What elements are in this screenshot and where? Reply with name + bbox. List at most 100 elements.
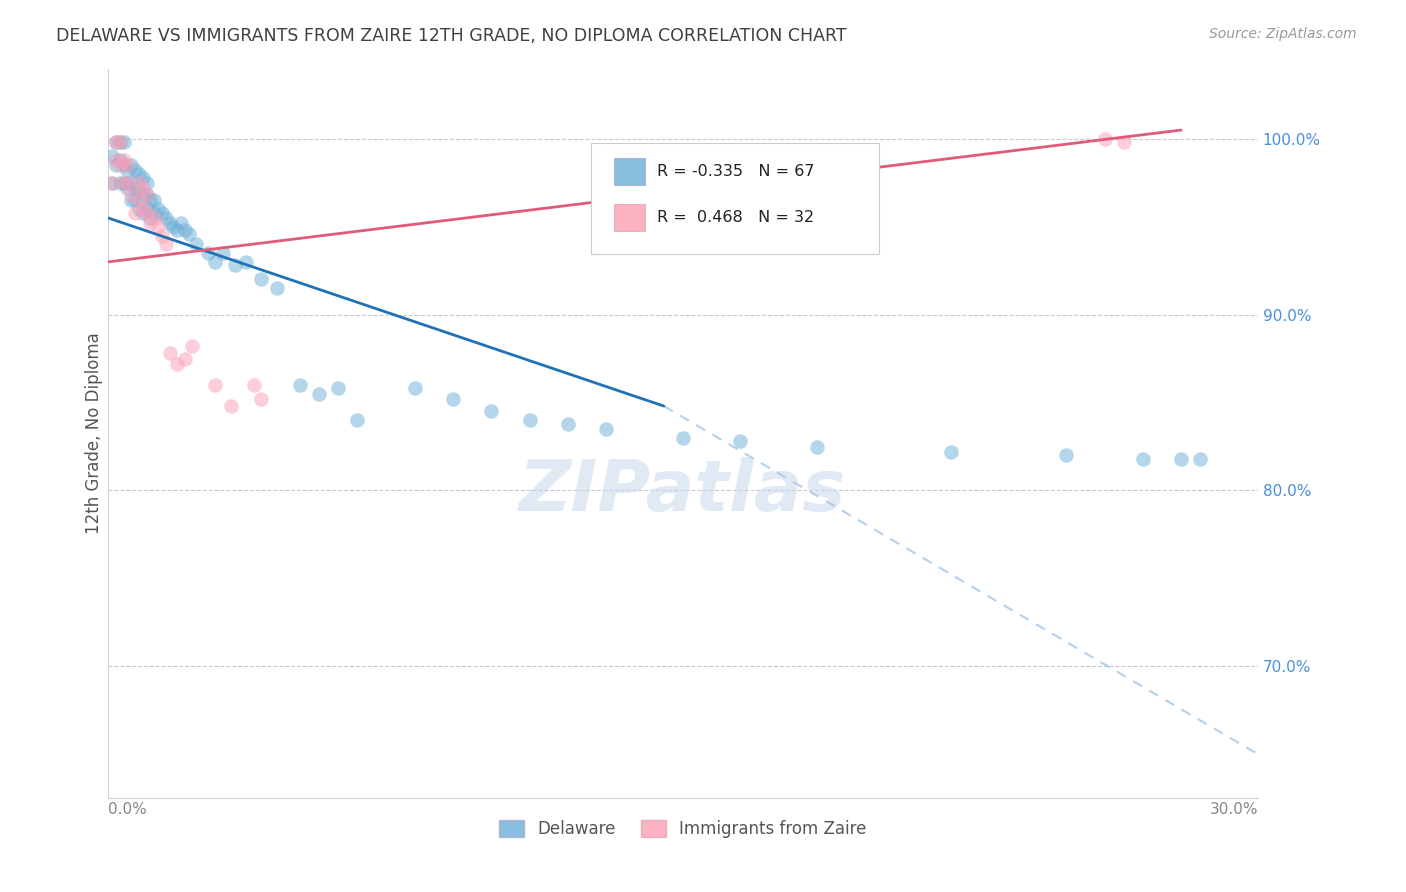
Point [308, 386, 330, 401]
Point [173, 351, 195, 366]
Point [101, 176, 124, 190]
Point [131, 181, 153, 195]
Point [177, 227, 200, 241]
Text: ZIPatlas: ZIPatlas [519, 458, 846, 526]
Point [557, 417, 579, 431]
Point [112, 153, 135, 167]
Point [730, 434, 752, 449]
Point [104, 158, 127, 172]
Text: R =  0.468   N = 32: R = 0.468 N = 32 [657, 211, 814, 225]
Point [1170, 451, 1192, 466]
Point [139, 216, 162, 230]
Point [135, 188, 157, 202]
Point [166, 357, 188, 371]
Text: 30.0%: 30.0% [1209, 802, 1258, 817]
Point [155, 237, 177, 252]
Point [159, 346, 181, 360]
Point [204, 255, 226, 269]
Point [146, 202, 169, 216]
Point [1094, 132, 1116, 146]
Point [131, 202, 153, 216]
Point [162, 219, 184, 234]
Point [108, 158, 131, 172]
Point [131, 188, 153, 202]
Point [112, 158, 135, 172]
Point [941, 444, 963, 458]
Text: R = -0.335   N = 67: R = -0.335 N = 67 [657, 164, 814, 178]
Point [131, 170, 153, 185]
Point [186, 237, 208, 252]
Point [108, 153, 131, 167]
Point [212, 246, 235, 260]
Point [481, 404, 503, 418]
Point [235, 255, 257, 269]
Point [104, 136, 127, 150]
Point [250, 392, 273, 406]
Point [250, 272, 273, 286]
Point [124, 163, 146, 178]
Point [346, 413, 368, 427]
Point [124, 181, 146, 195]
Point [128, 194, 150, 208]
Point [120, 188, 142, 202]
Point [120, 158, 142, 172]
Point [117, 176, 139, 190]
Point [120, 176, 142, 190]
Point [441, 392, 464, 406]
Point [112, 136, 135, 150]
Point [143, 205, 166, 219]
Point [108, 136, 131, 150]
Point [120, 194, 142, 208]
Point [181, 339, 204, 353]
Point [101, 149, 124, 163]
Point [288, 378, 311, 392]
Point [224, 259, 246, 273]
Text: DELAWARE VS IMMIGRANTS FROM ZAIRE 12TH GRADE, NO DIPLOMA CORRELATION CHART: DELAWARE VS IMMIGRANTS FROM ZAIRE 12TH G… [56, 27, 846, 45]
Y-axis label: 12th Grade, No Diploma: 12th Grade, No Diploma [86, 333, 103, 534]
Point [159, 216, 181, 230]
Point [135, 205, 157, 219]
Point [173, 223, 195, 237]
Point [146, 219, 169, 234]
Point [166, 223, 188, 237]
Point [150, 228, 173, 243]
Point [135, 176, 157, 190]
Point [128, 185, 150, 199]
Point [404, 382, 426, 396]
Point [170, 216, 193, 230]
Point [128, 167, 150, 181]
Point [117, 181, 139, 195]
Point [104, 136, 127, 150]
Point [135, 188, 157, 202]
Point [143, 211, 166, 225]
Point [155, 211, 177, 225]
Point [108, 176, 131, 190]
Point [104, 153, 127, 167]
Point [204, 378, 226, 392]
Point [101, 176, 124, 190]
Point [219, 399, 242, 413]
Point [128, 202, 150, 216]
Point [112, 176, 135, 190]
Point [131, 205, 153, 219]
Text: 0.0%: 0.0% [108, 802, 148, 817]
Point [117, 176, 139, 190]
Point [1132, 451, 1154, 466]
Point [197, 246, 219, 260]
Point [139, 194, 162, 208]
Point [150, 205, 173, 219]
Point [117, 163, 139, 178]
Point [595, 422, 617, 436]
Point [243, 378, 266, 392]
Point [1054, 448, 1077, 462]
Point [266, 281, 288, 295]
Point [519, 413, 541, 427]
Point [139, 211, 162, 225]
Point [124, 205, 146, 219]
Point [672, 431, 695, 445]
Text: Source: ZipAtlas.com: Source: ZipAtlas.com [1209, 27, 1357, 41]
Point [326, 382, 349, 396]
Point [128, 176, 150, 190]
Point [108, 136, 131, 150]
Point [1112, 136, 1135, 150]
